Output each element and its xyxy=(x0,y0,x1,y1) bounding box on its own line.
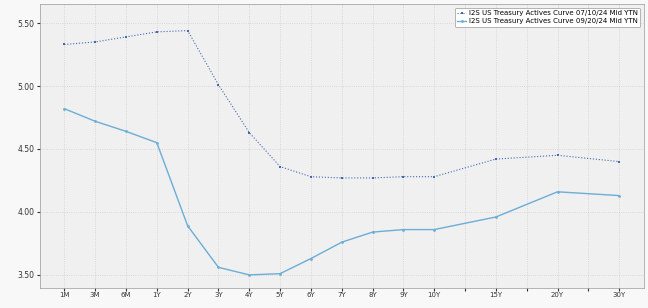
I2S US Treasury Actives Curve 09/20/24 Mid YTN xyxy=(214,265,222,269)
I2S US Treasury Actives Curve 09/20/24 Mid YTN xyxy=(307,257,315,260)
Line: I2S US Treasury Actives Curve 07/10/24 Mid YTN: I2S US Treasury Actives Curve 07/10/24 M… xyxy=(63,29,621,179)
I2S US Treasury Actives Curve 09/20/24 Mid YTN xyxy=(91,120,99,123)
I2S US Treasury Actives Curve 07/10/24 Mid YTN xyxy=(616,160,623,164)
I2S US Treasury Actives Curve 07/10/24 Mid YTN xyxy=(338,176,345,180)
I2S US Treasury Actives Curve 07/10/24 Mid YTN xyxy=(369,176,376,180)
I2S US Treasury Actives Curve 07/10/24 Mid YTN xyxy=(153,30,161,34)
I2S US Treasury Actives Curve 09/20/24 Mid YTN xyxy=(369,230,376,234)
I2S US Treasury Actives Curve 09/20/24 Mid YTN xyxy=(184,224,192,228)
I2S US Treasury Actives Curve 07/10/24 Mid YTN xyxy=(553,153,561,157)
I2S US Treasury Actives Curve 07/10/24 Mid YTN xyxy=(214,83,222,87)
I2S US Treasury Actives Curve 09/20/24 Mid YTN xyxy=(122,129,130,133)
I2S US Treasury Actives Curve 07/10/24 Mid YTN xyxy=(246,131,253,135)
I2S US Treasury Actives Curve 09/20/24 Mid YTN xyxy=(492,215,500,219)
Line: I2S US Treasury Actives Curve 09/20/24 Mid YTN: I2S US Treasury Actives Curve 09/20/24 M… xyxy=(63,107,621,276)
I2S US Treasury Actives Curve 07/10/24 Mid YTN xyxy=(492,157,500,161)
I2S US Treasury Actives Curve 07/10/24 Mid YTN xyxy=(430,175,438,179)
I2S US Treasury Actives Curve 09/20/24 Mid YTN xyxy=(430,228,438,231)
I2S US Treasury Actives Curve 07/10/24 Mid YTN xyxy=(276,165,284,168)
I2S US Treasury Actives Curve 09/20/24 Mid YTN xyxy=(616,194,623,197)
I2S US Treasury Actives Curve 09/20/24 Mid YTN xyxy=(276,272,284,275)
I2S US Treasury Actives Curve 09/20/24 Mid YTN xyxy=(246,273,253,277)
Legend: I2S US Treasury Actives Curve 07/10/24 Mid YTN, I2S US Treasury Actives Curve 09: I2S US Treasury Actives Curve 07/10/24 M… xyxy=(455,8,640,27)
I2S US Treasury Actives Curve 07/10/24 Mid YTN xyxy=(122,35,130,39)
I2S US Treasury Actives Curve 09/20/24 Mid YTN xyxy=(400,228,408,231)
I2S US Treasury Actives Curve 07/10/24 Mid YTN xyxy=(60,43,68,46)
I2S US Treasury Actives Curve 09/20/24 Mid YTN xyxy=(338,240,345,244)
I2S US Treasury Actives Curve 07/10/24 Mid YTN xyxy=(184,29,192,32)
I2S US Treasury Actives Curve 07/10/24 Mid YTN xyxy=(400,175,408,179)
I2S US Treasury Actives Curve 09/20/24 Mid YTN xyxy=(153,141,161,144)
I2S US Treasury Actives Curve 07/10/24 Mid YTN xyxy=(307,175,315,179)
I2S US Treasury Actives Curve 09/20/24 Mid YTN xyxy=(60,107,68,111)
I2S US Treasury Actives Curve 09/20/24 Mid YTN xyxy=(553,190,561,194)
I2S US Treasury Actives Curve 07/10/24 Mid YTN xyxy=(91,40,99,44)
